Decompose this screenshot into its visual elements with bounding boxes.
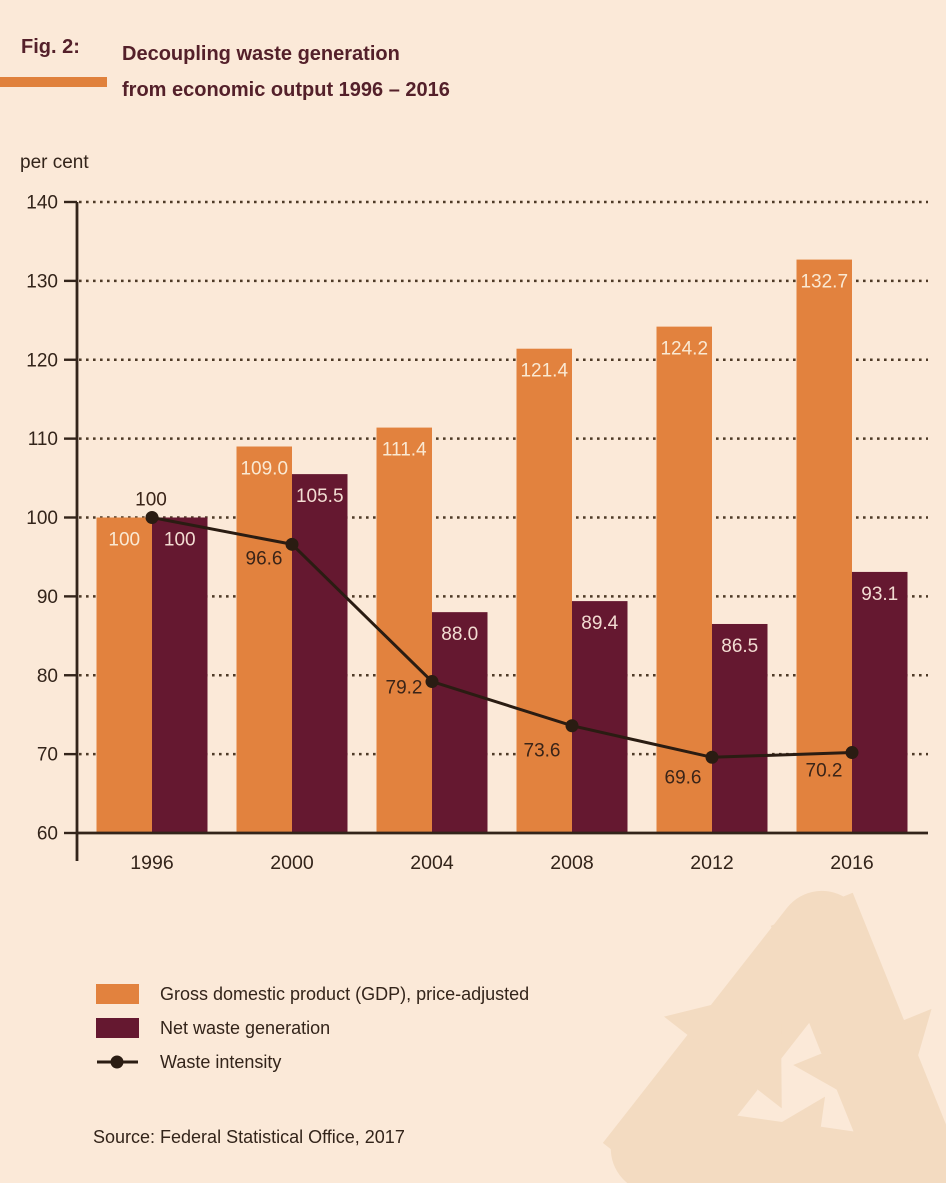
bar-value-label-waste: 89.4	[581, 613, 618, 634]
bar-gdp-1996	[96, 517, 152, 833]
legend-item-waste: Net waste generation	[96, 1018, 529, 1038]
bar-gdp-2008	[516, 348, 572, 833]
bar-waste-2000	[292, 474, 348, 833]
legend-label-intensity: Waste intensity	[160, 1051, 282, 1072]
line-value-label-2012: 69.6	[665, 767, 702, 788]
figure-title: Decoupling waste generation from economi…	[122, 36, 450, 108]
line-point-2004	[425, 675, 439, 689]
figure-title-line2: from economic output 1996 – 2016	[122, 79, 450, 101]
bar-value-label-gdp: 109.0	[240, 459, 288, 480]
bar-value-label-gdp: 121.4	[520, 361, 568, 382]
bar-gdp-2004	[376, 427, 432, 833]
bar-waste-2016	[852, 571, 908, 833]
x-axis-label-2000: 2000	[270, 852, 314, 874]
figure-title-line1: Decoupling waste generation	[122, 43, 400, 65]
y-tick-label: 100	[26, 508, 58, 529]
waste-bar-swatch-icon	[96, 1018, 139, 1038]
line-point-2008	[565, 719, 579, 733]
bar-value-label-waste: 88.0	[441, 624, 478, 645]
line-value-label-2008: 73.6	[524, 741, 561, 762]
bar-value-label-waste: 86.5	[721, 636, 758, 657]
y-tick-label: 110	[28, 429, 58, 450]
y-tick-label: 140	[26, 193, 58, 214]
y-axis-unit-label: per cent	[20, 152, 89, 173]
bar-gdp-2016	[796, 259, 852, 833]
bar-waste-2008	[572, 601, 628, 833]
legend-item-gdp: Gross domestic product (GDP), price-adju…	[96, 984, 529, 1004]
line-point-1996	[145, 511, 159, 524]
gdp-bar-swatch-icon	[96, 984, 139, 1004]
line-value-label-2000: 96.6	[246, 548, 283, 569]
legend-label-waste: Net waste generation	[160, 1017, 331, 1038]
x-axis-label-2008: 2008	[550, 852, 593, 874]
waste-intensity-line-swatch-icon	[97, 1055, 138, 1069]
y-tick-label: 130	[26, 271, 58, 292]
y-tick-label: 80	[37, 666, 58, 687]
bar-gdp-2012	[656, 326, 712, 833]
y-tick-label: 90	[37, 587, 58, 608]
legend-label-gdp: Gross domestic product (GDP), price-adju…	[160, 983, 530, 1004]
bar-waste-2012	[712, 623, 768, 833]
bar-value-label-gdp: 124.2	[660, 339, 708, 360]
bar-waste-2004	[432, 612, 488, 833]
line-point-2000	[285, 537, 299, 551]
bar-value-label-waste: 100	[164, 530, 196, 551]
x-axis-label-2004: 2004	[410, 852, 454, 874]
figure-accent-rule	[0, 77, 107, 87]
y-tick-label: 70	[37, 745, 58, 766]
bar-value-label-waste: 93.1	[861, 584, 898, 605]
line-value-label-2004: 79.2	[386, 678, 423, 699]
x-axis-label-2016: 2016	[830, 852, 873, 874]
y-tick-label: 120	[26, 350, 58, 371]
line-value-label-2016: 70.2	[806, 761, 843, 782]
line-point-2012	[705, 750, 719, 764]
bar-value-label-gdp: 100	[108, 530, 140, 551]
bar-gdp-2000	[236, 446, 292, 833]
x-axis-label-1996: 1996	[130, 852, 173, 874]
source-note: Source: Federal Statistical Office, 2017	[93, 1127, 405, 1147]
legend-item-intensity: Waste intensity	[96, 1052, 529, 1072]
x-axis-label-2012: 2012	[690, 852, 733, 874]
waste-intensity-line	[151, 516, 853, 759]
bar-value-label-gdp: 111.4	[382, 440, 427, 461]
bar-value-label-waste: 105.5	[296, 486, 344, 507]
y-tick-label: 60	[37, 824, 58, 845]
chart-legend: Gross domestic product (GDP), price-adju…	[96, 984, 529, 1072]
line-point-2016	[845, 746, 859, 760]
bar-value-label-gdp: 132.7	[800, 272, 848, 293]
line-value-label-1996: 100	[135, 490, 167, 511]
figure-number-label: Fig. 2:	[21, 36, 80, 58]
bar-waste-1996	[152, 517, 208, 833]
